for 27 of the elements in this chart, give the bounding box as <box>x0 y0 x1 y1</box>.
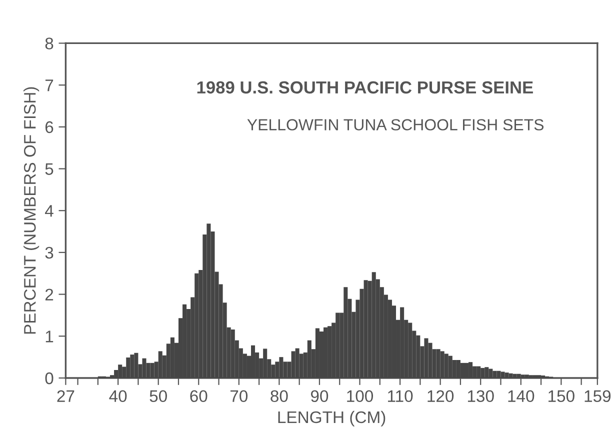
x-tick-label: 150 <box>548 390 574 402</box>
x-tick-label: 159 <box>584 390 611 402</box>
y-axis-title: PERCENT (NUMBERS OF FISH) <box>24 87 40 334</box>
y-tick-label: 6 <box>45 121 54 134</box>
text: YELLOWFIN TUNA SCHOOL FISH SETS <box>247 119 544 130</box>
y-tick-label: 7 <box>45 80 54 92</box>
x-axis-title: LENGTH (CM) <box>278 410 386 426</box>
text: 1989 U.S. SOUTH PACIFIC PURSE SEINE <box>197 81 533 94</box>
y-tick-label: 5 <box>45 163 54 175</box>
x-tick-label: 120 <box>428 390 454 402</box>
y-tick-label: 0 <box>45 372 54 384</box>
x-tick-label: 40 <box>109 390 127 402</box>
y-tick-label: 8 <box>45 38 54 50</box>
y-tick-label: 3 <box>45 246 54 259</box>
x-tick-label: 80 <box>270 390 288 402</box>
x-tick-label: 100 <box>347 390 374 402</box>
x-tick-label: 50 <box>150 390 167 402</box>
x-tick-label: 130 <box>468 390 494 402</box>
y-tick-label: 2 <box>45 288 54 300</box>
x-tick-label: 70 <box>230 390 248 402</box>
x-tick-label: 110 <box>388 390 413 402</box>
x-tick-label: 60 <box>190 390 208 402</box>
x-tick-label: 90 <box>310 390 328 402</box>
y-tick-label: 1 <box>46 330 54 342</box>
y-tick-label: 4 <box>45 205 54 217</box>
x-tick-label: 140 <box>508 390 534 402</box>
x-tick-label: 27 <box>57 390 74 402</box>
